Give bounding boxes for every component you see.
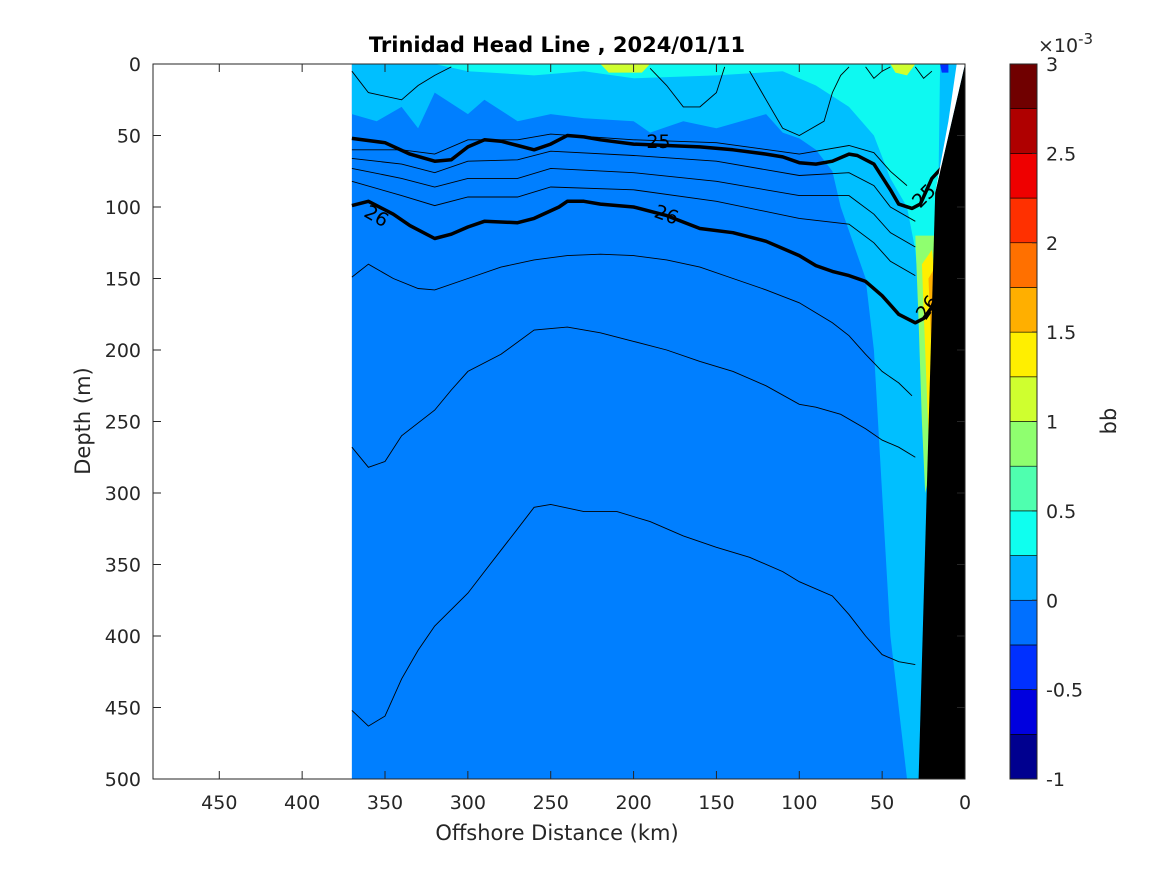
isopycnal-thin-8 (749, 66, 850, 137)
isopycnal-thin-0 (351, 133, 908, 186)
x-tick-label-0: 0 (959, 792, 971, 814)
chart-title: Trinidad Head Line , 2024/01/11 (369, 33, 745, 57)
field-negative-patch (940, 64, 949, 73)
field-surface-patch-2 (890, 64, 916, 76)
colorbar-band-1 (1009, 689, 1038, 735)
colorbar-tick-label-5: 1.5 (1046, 322, 1076, 344)
x-axis-label: Offshore Distance (km) (435, 821, 678, 845)
isopycnal-thin-4 (351, 253, 913, 397)
colorbar-exponent: ×10-3 (1038, 30, 1093, 57)
colorbar-band-7 (1009, 421, 1038, 467)
y-tick-label-350: 350 (105, 555, 141, 577)
y-tick-label-0: 0 (129, 54, 141, 76)
bathymetry (918, 64, 965, 779)
bathymetry-polygon (918, 64, 965, 779)
bold-isopycnals (351, 133, 947, 325)
contour-label-0: 25 (646, 131, 670, 153)
y-tick-label-150: 150 (105, 269, 141, 291)
colorbar-band-12 (1009, 197, 1038, 244)
colorbar-band-15 (1009, 63, 1038, 109)
colorbar-band-2 (1009, 644, 1038, 690)
x-tick-label-150: 150 (698, 792, 734, 814)
colorbar-band-13 (1009, 153, 1038, 199)
isopycnal-thin-9 (649, 66, 726, 108)
colorbar-band-3 (1009, 599, 1038, 646)
colorbar-ticks: -1 -0.5 0 0.5 1 1.5 2 2.5 3 (1032, 54, 1083, 791)
y-tick-label-300: 300 (105, 483, 141, 505)
thin-isopycnals (351, 66, 933, 727)
colorbar-tick-label-8: 3 (1046, 54, 1058, 76)
filled-contours (351, 64, 965, 779)
isopycnal-bold-25 (351, 133, 947, 211)
colorbar-band-10 (1009, 287, 1038, 333)
colorbar: -1 -0.5 0 0.5 1 1.5 2 2.5 3 ×10-3 bb (1009, 30, 1121, 791)
isopycnal-thin-2 (351, 167, 916, 248)
isopycnal-thin-1 (351, 150, 916, 222)
y-tick-label-50: 50 (117, 126, 141, 148)
colorbar-label: bb (1097, 408, 1121, 435)
x-axis-ticks: 450 400 350 300 250 200 150 100 50 0 (201, 64, 971, 814)
field-surface-patch (600, 64, 651, 73)
x-tick-label-200: 200 (615, 792, 651, 814)
isopycnal-thin-3 (351, 180, 916, 276)
y-axis-label: Depth (m) (71, 367, 95, 474)
colorbar-tick-label-6: 2 (1046, 233, 1058, 255)
colorbar-band-9 (1009, 331, 1038, 378)
isopycnal-bold-26 (351, 199, 942, 325)
colorbar-exponent-base: ×10 (1038, 35, 1078, 57)
colorbar-bands (1009, 63, 1038, 780)
colorbar-tick-label-4: 1 (1046, 412, 1058, 434)
x-tick-label-100: 100 (781, 792, 817, 814)
colorbar-tick-label-0: -1 (1046, 769, 1065, 791)
isopycnal-thin-7 (351, 66, 452, 101)
isopycnal-thin-5 (351, 326, 916, 468)
y-tick-label-450: 450 (105, 698, 141, 720)
x-tick-label-450: 450 (201, 792, 237, 814)
x-tick-label-400: 400 (284, 792, 320, 814)
colorbar-band-6 (1009, 465, 1038, 512)
colorbar-tick-label-7: 2.5 (1046, 143, 1076, 165)
x-tick-label-250: 250 (533, 792, 569, 814)
colorbar-band-0 (1009, 734, 1038, 780)
y-tick-label-500: 500 (105, 769, 141, 791)
field-cyan-region (434, 64, 941, 422)
isopycnal-thin-6 (351, 503, 916, 727)
x-tick-label-300: 300 (450, 792, 486, 814)
y-tick-label-400: 400 (105, 626, 141, 648)
colorbar-band-8 (1009, 376, 1038, 422)
colorbar-tick-label-3: 0.5 (1046, 501, 1076, 523)
y-tick-label-100: 100 (105, 197, 141, 219)
y-tick-label-200: 200 (105, 340, 141, 362)
x-tick-label-350: 350 (367, 792, 403, 814)
y-tick-label-250: 250 (105, 412, 141, 434)
colorbar-band-4 (1009, 555, 1038, 601)
colorbar-band-14 (1009, 108, 1038, 154)
colorbar-exponent-power: -3 (1078, 30, 1093, 48)
colorbar-band-5 (1009, 510, 1038, 556)
y-axis-ticks: 0 50 100 150 200 250 300 350 400 450 500 (105, 54, 965, 791)
isopycnal-thin-10 (865, 66, 891, 79)
isopycnal-thin-11 (914, 66, 933, 79)
colorbar-tick-label-2: 0 (1046, 590, 1058, 612)
colorbar-band-11 (1009, 242, 1038, 288)
x-tick-label-50: 50 (870, 792, 894, 814)
bathymetry-gap (935, 64, 965, 193)
colorbar-tick-label-1: -0.5 (1046, 680, 1083, 702)
